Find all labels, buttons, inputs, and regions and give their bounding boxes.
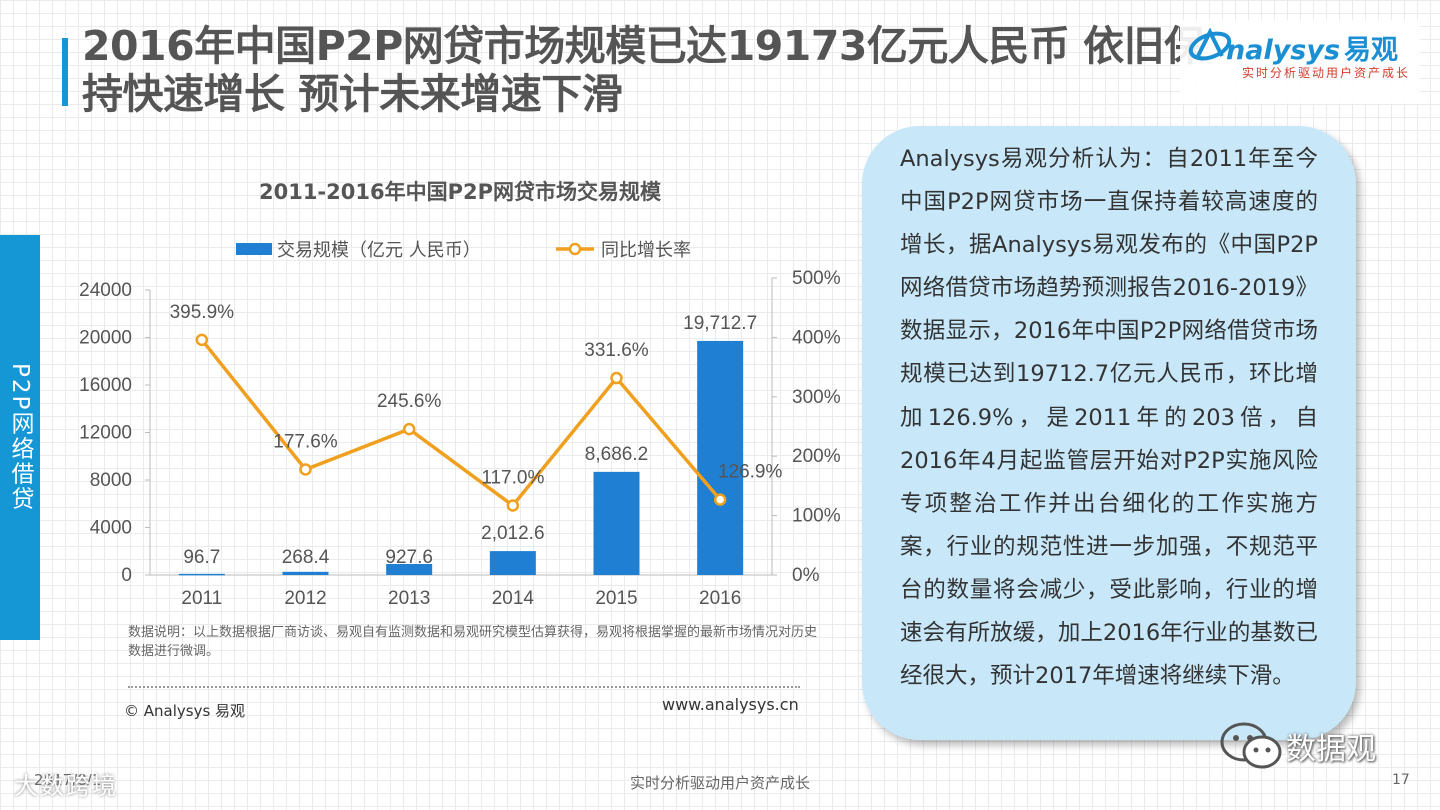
wechat-icon <box>1220 722 1282 769</box>
y-right-tick-label: 500% <box>792 268 841 289</box>
growth-point <box>610 371 623 385</box>
y-left-tick-label: 20000 <box>79 328 132 349</box>
copyright: © Analysys 易观 <box>124 702 246 720</box>
x-tick-label: 2015 <box>595 588 637 609</box>
growth-point <box>506 499 520 512</box>
growth-value-label: 126.9% <box>718 462 783 483</box>
legend-line-label: 同比增长率 <box>601 240 691 261</box>
website-url: www.analysys.cn <box>662 695 799 714</box>
x-tick-label: 2013 <box>388 588 430 609</box>
combo-chart: 0 4000 8000 12000 16000 20000 24000 0% 100% 200% 3… <box>79 240 841 609</box>
bar-value-label: 927.6 <box>385 547 433 568</box>
legend-line-marker <box>568 242 582 256</box>
y-left-tick-label: 16000 <box>79 375 132 396</box>
x-tick-label: 2016 <box>699 588 741 609</box>
page-title: 2016年中国P2P网贷市场规模已达19173亿元人民币 依旧保持快速增长 预计… <box>82 22 1205 118</box>
bar <box>386 563 433 575</box>
logo-slogan: 实时分析驱动用户资产成长 <box>1242 66 1411 80</box>
growth-point <box>195 333 209 347</box>
y-right-tick-label: 300% <box>792 387 841 408</box>
data-note: 数据说明：以上数据根据厂商访谈、易观自有监测数据和易观研究模型估算获得，易观将根… <box>128 625 818 659</box>
bar-value-label: 2,012.6 <box>481 523 544 544</box>
y-left-tick-label: 24000 <box>79 280 132 301</box>
bar <box>489 551 536 575</box>
y-left-tick-label: 4000 <box>90 518 132 539</box>
y-right-tick-label: 400% <box>792 327 841 348</box>
side-tab-label: P2P网络借贷 <box>7 363 33 512</box>
page-number: 17 <box>1392 772 1410 788</box>
y-left-tick-label: 0 <box>121 565 132 586</box>
bar <box>593 471 640 575</box>
analysis-bubble: Analysys易观分析认为：自2011年至今中国P2P网贷市场一直保持着较高速… <box>862 126 1356 740</box>
growth-value-label: 117.0% <box>481 468 544 489</box>
growth-value-label: 177.6% <box>273 432 338 453</box>
wechat-watermark-label: 数据观 <box>1286 732 1376 767</box>
growth-point <box>402 422 416 436</box>
x-tick-label: 2011 <box>181 588 222 609</box>
bar <box>282 571 329 575</box>
y-right-tick-label: 0% <box>792 565 820 586</box>
bar-value-label: 268.4 <box>282 547 330 568</box>
brand-logo: nalysys 易观 实时分析驱动用户资产成长 <box>1180 20 1420 104</box>
x-tick-label: 2012 <box>284 588 326 609</box>
legend-bar-label: 交易规模（亿元 人民币） <box>277 240 481 261</box>
growth-point <box>713 493 727 506</box>
growth-value-label: 395.9% <box>170 302 235 323</box>
footer-watermark-brand: 大数跨境 <box>14 772 118 800</box>
y-left-tick-label: 12000 <box>79 423 132 444</box>
chart-title: 2011-2016年中国P2P网贷市场交易规模 <box>258 180 661 204</box>
footer-slogan: 实时分析驱动用户资产成长 <box>629 774 810 792</box>
logo-wordmark: nalysys 易观 <box>1226 35 1399 66</box>
title-accent-bar <box>62 38 68 106</box>
footer-date: 2017/8/1 <box>34 771 102 789</box>
growth-line <box>200 338 722 508</box>
side-category-tab: P2P网络借贷 <box>0 235 40 640</box>
logo-a-icon <box>1188 27 1232 61</box>
bar-value-label: 96.7 <box>183 547 220 568</box>
growth-point <box>299 463 312 476</box>
bar <box>697 340 744 575</box>
bar-value-label: 19,712.7 <box>683 313 757 334</box>
x-tick-label: 2014 <box>492 588 535 609</box>
bar <box>178 573 225 576</box>
analysis-text: Analysys易观分析认为：自2011年至今中国P2P网贷市场一直保持着较高速… <box>900 146 1318 690</box>
growth-value-label: 245.6% <box>377 391 442 412</box>
bar-value-label: 8,686.2 <box>585 444 648 465</box>
y-right-tick-label: 100% <box>792 506 841 527</box>
y-right-tick-label: 200% <box>792 446 841 467</box>
y-left-tick-label: 8000 <box>90 470 132 491</box>
legend-bar-swatch <box>236 243 272 255</box>
growth-value-label: 331.6% <box>584 340 649 361</box>
divider <box>128 686 800 688</box>
